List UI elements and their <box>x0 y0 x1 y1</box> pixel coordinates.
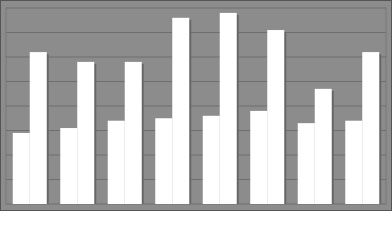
bar <box>60 128 78 204</box>
bar <box>219 12 237 205</box>
bar <box>107 120 125 204</box>
bar <box>29 52 47 204</box>
bar <box>297 123 315 204</box>
bar <box>124 61 142 205</box>
bar <box>12 132 30 204</box>
bar <box>345 120 363 204</box>
bar <box>155 118 173 204</box>
bar <box>362 52 380 204</box>
bar <box>202 115 220 204</box>
bar <box>77 61 95 205</box>
bar <box>314 88 332 204</box>
chart <box>0 0 392 211</box>
bar <box>172 17 190 204</box>
bar <box>250 110 268 204</box>
bar <box>267 30 285 204</box>
